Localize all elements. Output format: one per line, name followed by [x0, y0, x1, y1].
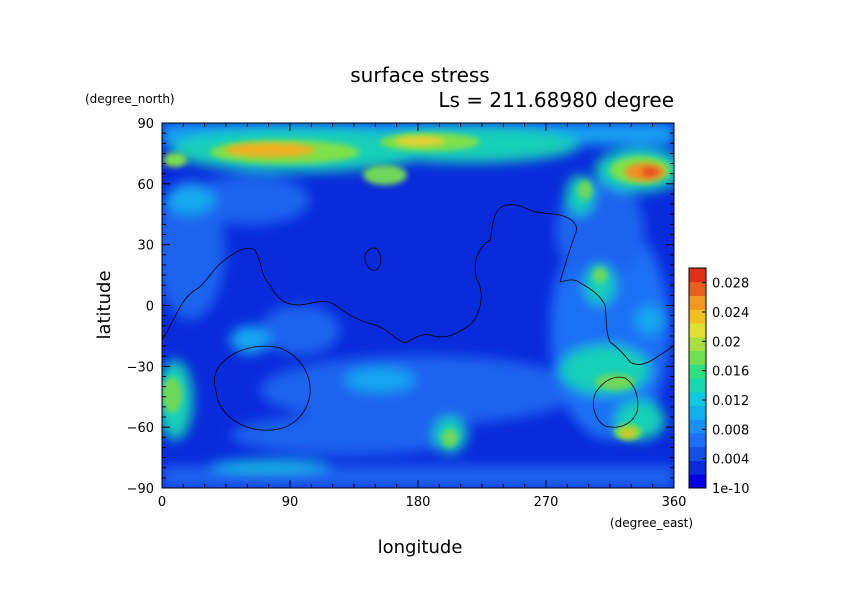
colorbar-segment — [689, 295, 706, 310]
colorbar-segment — [689, 433, 706, 448]
y-axis-label: latitude — [94, 270, 115, 339]
colorbar: 1e-10 0.004 0.008 0.012 0.016 0.02 0.024 0.028 — [688, 267, 750, 497]
colorbar-segment — [689, 460, 706, 475]
heatmap-field — [162, 123, 674, 488]
colorbar-segment — [689, 419, 706, 434]
y-tick-label: 90 — [137, 117, 154, 132]
colorbar-segment — [689, 391, 706, 406]
x-tick-label: 0 — [158, 495, 166, 510]
y-tick-label: 0 — [146, 300, 154, 315]
colorbar-segment — [689, 336, 706, 351]
colorbar-segment — [689, 446, 706, 461]
y-tick-label: 30 — [137, 239, 154, 254]
y-tick-label: −90 — [127, 482, 154, 497]
colorbar-segment — [689, 268, 706, 283]
y-unit-label: (degree_north) — [85, 92, 175, 106]
x-tick-label: 90 — [282, 495, 299, 510]
colorbar-tick-label: 0.028 — [712, 277, 749, 292]
colorbar-tick-label: 0.004 — [712, 453, 749, 468]
y-tick-label: 60 — [137, 178, 154, 193]
x-tick-label: 180 — [406, 495, 431, 510]
chart-subtitle: Ls = 211.68980 degree — [438, 88, 674, 112]
colorbar-segment — [689, 405, 706, 420]
colorbar-segment — [689, 323, 706, 338]
x-axis: 0 90 180 270 360 — [158, 123, 687, 510]
colorbar-segment — [689, 281, 706, 296]
y-tick-label: −60 — [127, 421, 154, 436]
x-axis-label: longitude — [378, 537, 463, 558]
colorbar-tick-label: 1e-10 — [712, 482, 750, 497]
colorbar-segment — [689, 309, 706, 324]
colorbar-tick-label: 0.012 — [712, 394, 749, 409]
x-tick-label: 270 — [534, 495, 559, 510]
colorbar-tick-label: 0.016 — [712, 365, 749, 380]
y-axis: 90 60 30 0 −30 −60 −90 — [127, 117, 674, 497]
colorbar-tick-label: 0.024 — [712, 306, 749, 321]
colorbar-segment — [689, 378, 706, 393]
x-unit-label: (degree_east) — [610, 516, 693, 530]
colorbar-segment — [689, 364, 706, 379]
colorbar-tick-label: 0.02 — [712, 335, 741, 350]
colorbar-segment — [689, 474, 706, 489]
colorbar-segment — [689, 350, 706, 365]
x-tick-label: 360 — [662, 495, 687, 510]
colorbar-tick-label: 0.008 — [712, 423, 749, 438]
colorbar-frame — [688, 267, 707, 489]
continent-outlines — [162, 204, 674, 431]
y-tick-label: −30 — [127, 360, 154, 375]
chart-title: surface stress — [350, 63, 489, 87]
